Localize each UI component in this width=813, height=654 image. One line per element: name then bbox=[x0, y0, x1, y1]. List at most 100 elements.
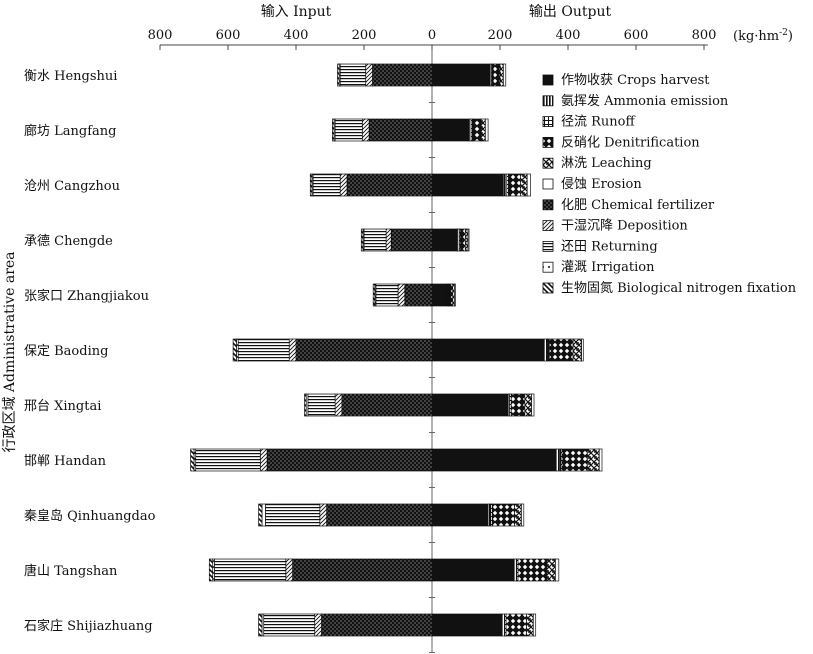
bar-input-biological-nitrogen-fixation bbox=[360, 228, 364, 252]
bar-input-deposition bbox=[314, 613, 322, 637]
bar-input-biological-nitrogen-fixation bbox=[258, 503, 263, 527]
category-label: 唐山 Tangshan bbox=[24, 563, 118, 579]
category-label: 衡水 Hengshui bbox=[24, 69, 117, 84]
bar-output-leaching bbox=[572, 338, 582, 362]
legend-swatch bbox=[542, 261, 554, 273]
bar-input-irrigation bbox=[261, 503, 266, 527]
bar-input-deposition bbox=[319, 503, 327, 527]
bar-output-ammonia-emission bbox=[555, 448, 561, 472]
bar-input-deposition bbox=[285, 558, 293, 582]
bar-output-leaching bbox=[587, 448, 600, 472]
legend-item-returning: 还田 Returning bbox=[542, 239, 658, 254]
bar-output-crops-harvest bbox=[431, 393, 508, 417]
bar-output-erosion bbox=[598, 448, 603, 472]
bar-output-erosion bbox=[555, 558, 560, 582]
bar-rows: 衡水 Hengshui 廊坊 Langfang 沧州 Cangzhou 承德 Chen… bbox=[24, 63, 603, 637]
legend-label: 径流 Runoff bbox=[561, 115, 636, 130]
bar-row-shijiazhuang: 石家庄 Shijiazhuang bbox=[24, 613, 537, 637]
bar-input-biological-nitrogen-fixation bbox=[190, 448, 195, 472]
bar-output-erosion bbox=[532, 613, 537, 637]
x-axis: 800 600 400 200 0 200 400 600 800 bbox=[148, 28, 717, 653]
bar-row-langfang: 廊坊 Langfang bbox=[24, 118, 489, 142]
legend-label: 作物收获 Crops harvest bbox=[561, 73, 710, 88]
legend-swatch bbox=[542, 74, 554, 86]
x-tick-label: 800 bbox=[148, 28, 173, 43]
bar-input-biological-nitrogen-fixation bbox=[208, 558, 214, 582]
bar-input-chemical-fertilizer bbox=[326, 503, 433, 527]
bar-input-chemical-fertilizer bbox=[346, 173, 433, 197]
legend-swatch bbox=[542, 199, 554, 211]
bar-input-chemical-fertilizer bbox=[266, 448, 433, 472]
bar-output-crops-harvest bbox=[431, 228, 458, 252]
x-tick-label: 600 bbox=[624, 28, 649, 43]
bar-output-erosion bbox=[521, 503, 525, 527]
category-label: 张家口 Zhangjiakou bbox=[24, 288, 149, 304]
bar-input-returning bbox=[214, 558, 287, 582]
bar-input-returning bbox=[312, 173, 341, 197]
x-tick-label: 600 bbox=[216, 28, 241, 43]
bar-input-chemical-fertilizer bbox=[404, 283, 433, 307]
legend-swatch bbox=[542, 116, 554, 127]
y-axis-label: 行政区域 Administrative area bbox=[2, 251, 18, 452]
bar-row-handan: 邯郸 Handan bbox=[24, 448, 603, 472]
bar-output-ammonia-emission bbox=[503, 173, 508, 197]
bar-output-denitrification bbox=[510, 393, 526, 417]
bar-input-chemical-fertilizer bbox=[341, 393, 433, 417]
bar-output-denitrification bbox=[517, 558, 548, 582]
bar-output-denitrification bbox=[561, 448, 588, 472]
legend-label: 还田 Returning bbox=[561, 239, 658, 254]
bar-input-chemical-fertilizer bbox=[372, 63, 433, 87]
bar-input-biological-nitrogen-fixation bbox=[258, 613, 263, 637]
category-label: 保定 Baoding bbox=[24, 344, 108, 359]
bar-output-crops-harvest bbox=[431, 173, 504, 197]
x-tick-label: 200 bbox=[352, 28, 377, 43]
x-tick-label: 200 bbox=[488, 28, 513, 43]
bar-output-denitrification bbox=[459, 228, 466, 252]
bar-output-ammonia-emission bbox=[543, 338, 548, 362]
bar-output-ammonia-emission bbox=[513, 558, 517, 582]
bar-input-biological-nitrogen-fixation bbox=[372, 283, 376, 307]
bar-output-denitrification bbox=[472, 118, 482, 142]
bar-output-ammonia-emission bbox=[487, 503, 492, 527]
bar-output-denitrification bbox=[548, 338, 574, 362]
legend-label: 干湿沉降 Deposition bbox=[561, 219, 688, 234]
bar-output-ammonia-emission bbox=[501, 613, 505, 637]
legend-item-chemical-fertilizer: 化肥 Chemical fertilizer bbox=[542, 198, 715, 213]
legend-label: 灌溉 Irrigation bbox=[561, 260, 655, 275]
bar-input-returning bbox=[375, 283, 399, 307]
bar-output-leaching bbox=[464, 228, 469, 252]
bar-output-crops-harvest bbox=[431, 558, 514, 582]
bar-input-chemical-fertilizer bbox=[292, 558, 433, 582]
bar-row-chengde: 承德 Chengde bbox=[24, 228, 470, 252]
legend-swatch bbox=[542, 282, 554, 294]
category-label: 沧州 Cangzhou bbox=[24, 178, 120, 194]
bar-input-deposition bbox=[385, 228, 392, 252]
bar-output-denitrification bbox=[492, 503, 515, 527]
bar-input-returning bbox=[334, 118, 363, 142]
input-label: 输入 Input bbox=[261, 4, 332, 20]
legend-swatch bbox=[542, 220, 554, 232]
bar-row-baoding: 保定 Baoding bbox=[24, 338, 584, 362]
bar-input-returning bbox=[265, 503, 321, 527]
unit-label: (kg·hm-2) bbox=[733, 28, 793, 44]
legend-item-erosion: 侵蚀 Erosion bbox=[542, 176, 642, 192]
x-tick-label: 800 bbox=[692, 28, 717, 43]
bar-input-biological-nitrogen-fixation bbox=[304, 393, 307, 417]
bar-input-biological-nitrogen-fixation bbox=[337, 63, 340, 87]
bar-output-erosion bbox=[467, 228, 470, 252]
legend-item-ammonia-emission: 氨挥发 Ammonia emission bbox=[542, 93, 729, 109]
bar-input-biological-nitrogen-fixation bbox=[232, 338, 237, 362]
legend-item-deposition: 干湿沉降 Deposition bbox=[542, 219, 688, 234]
bar-input-returning bbox=[195, 448, 261, 472]
unit-label-exponent: -2 bbox=[779, 28, 788, 38]
category-label: 廊坊 Langfang bbox=[24, 123, 116, 139]
bar-output-crops-harvest bbox=[431, 448, 557, 472]
legend-label: 淋洗 Leaching bbox=[561, 156, 652, 171]
bar-input-deposition bbox=[361, 118, 370, 142]
bar-input-deposition bbox=[259, 448, 268, 472]
legend-item-biological-nitrogen-fixation: 生物固氮 Biological nitrogen fixation bbox=[542, 281, 797, 296]
bar-output-crops-harvest bbox=[431, 283, 448, 307]
bar-input-deposition bbox=[397, 283, 406, 307]
bar-input-chemical-fertilizer bbox=[368, 118, 433, 142]
